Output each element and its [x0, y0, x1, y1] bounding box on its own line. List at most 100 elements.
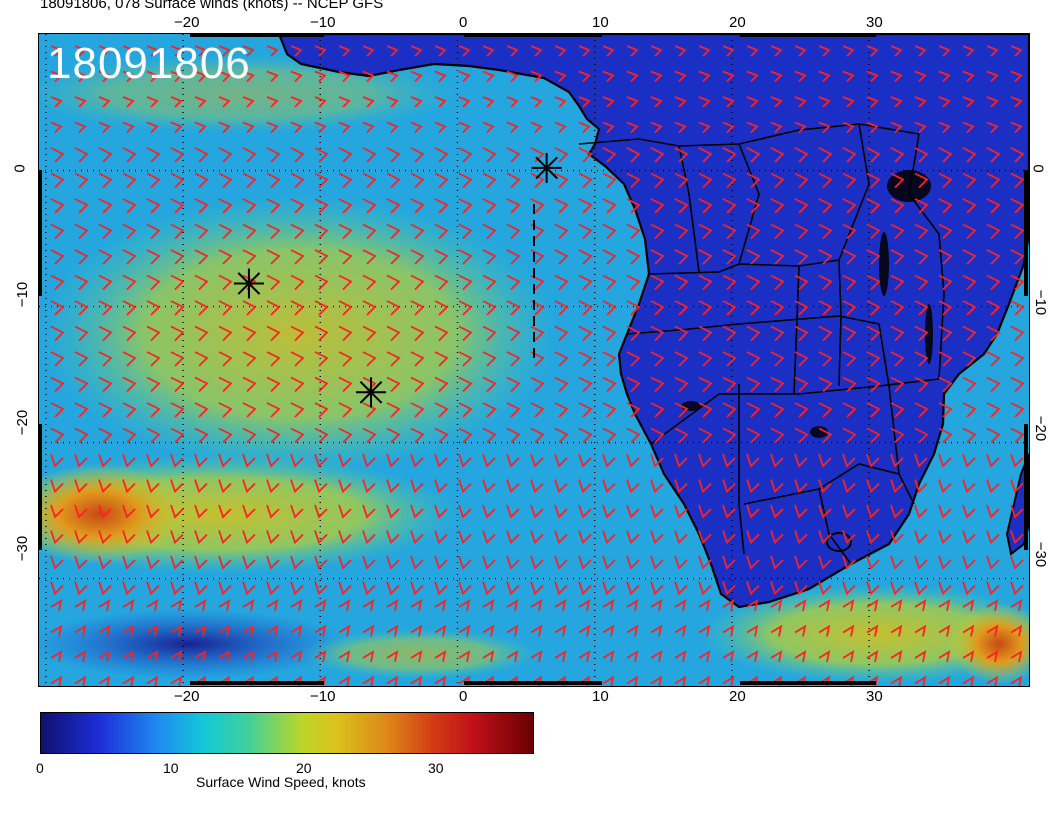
wind-barb — [314, 479, 328, 494]
left-axis-segment — [38, 170, 42, 296]
wind-barb — [338, 351, 353, 367]
wind-barb — [818, 147, 833, 163]
wind-barb — [482, 121, 495, 134]
wind-barb — [674, 650, 687, 663]
wind-barb — [386, 96, 399, 108]
wind-barb — [434, 453, 448, 468]
wind-barb — [266, 504, 280, 519]
wind-barb — [362, 504, 376, 519]
wind-barb — [530, 45, 543, 57]
wind-barb — [122, 376, 137, 393]
wind-barb — [386, 599, 399, 612]
wind-barbs — [50, 45, 1025, 686]
colorbar-tick: 20 — [296, 760, 312, 776]
colorbar-tick: 10 — [163, 760, 179, 776]
wind-barb — [962, 376, 977, 393]
wind-barb — [50, 172, 65, 189]
wind-barb — [362, 223, 377, 240]
wind-barb — [386, 223, 401, 240]
wind-barb — [890, 351, 905, 367]
wind-barb — [410, 96, 423, 108]
wind-barb — [194, 376, 209, 393]
lon-tick-top: 20 — [729, 14, 746, 31]
wind-barb — [50, 675, 63, 686]
wind-barb — [554, 172, 569, 189]
wind-barb — [362, 325, 377, 342]
lat-tick-left: −10 — [14, 281, 32, 308]
wind-barb — [122, 675, 135, 686]
wind-barb — [890, 121, 903, 134]
wind-barb — [746, 453, 760, 468]
wind-barb — [50, 274, 65, 291]
wind-barb — [434, 147, 449, 163]
wind-barb — [98, 70, 111, 83]
wind-barb — [146, 274, 161, 291]
wind-barb — [746, 325, 761, 342]
wind-barb — [986, 402, 1001, 418]
wind-barb — [938, 274, 953, 291]
wind-barb — [602, 555, 616, 570]
wind-barb — [602, 453, 616, 468]
wind-barb — [482, 147, 497, 163]
wind-barb — [218, 300, 233, 316]
wind-barb — [962, 325, 977, 342]
wind-barb — [50, 530, 64, 545]
wind-barb — [746, 504, 760, 519]
wind-barb — [242, 249, 257, 265]
wind-barb — [602, 325, 617, 342]
wind-barb — [842, 650, 855, 663]
wind-barb — [674, 530, 688, 545]
wind-barb — [506, 479, 520, 494]
wind-barb — [410, 453, 424, 468]
wind-barb — [626, 351, 641, 367]
wind-barb — [602, 96, 615, 108]
wind-barb — [434, 650, 447, 663]
wind-barb — [170, 274, 185, 291]
wind-barb — [122, 274, 137, 291]
wind-barb — [818, 599, 831, 612]
wind-barb — [626, 581, 640, 596]
wind-barb — [722, 453, 736, 468]
wind-barb — [386, 172, 401, 189]
wind-barb — [650, 453, 664, 468]
okavango-lake — [681, 401, 701, 411]
wind-barb — [962, 70, 975, 83]
wind-barb — [386, 479, 400, 494]
wind-barb — [698, 70, 711, 83]
wind-barb — [674, 198, 689, 214]
wind-barb — [122, 555, 136, 570]
lake-malawi — [925, 304, 933, 364]
wind-barb — [938, 581, 952, 596]
wind-barb — [1010, 402, 1025, 418]
wind-barb — [986, 325, 1001, 342]
wind-barb — [938, 300, 953, 316]
wind-barb — [314, 198, 329, 214]
wind-barb — [218, 479, 232, 494]
wind-barb — [146, 479, 160, 494]
wind-barb — [314, 96, 327, 108]
wind-barb — [290, 351, 305, 367]
wind-barb — [818, 555, 832, 570]
wind-barb — [770, 599, 783, 612]
wind-barb — [338, 300, 353, 316]
wind-barb — [386, 198, 401, 214]
wind-barb — [842, 147, 857, 163]
wind-barb — [650, 147, 665, 163]
wind-barb — [98, 376, 113, 393]
wind-barb — [434, 504, 448, 519]
map-canvas — [39, 34, 1029, 686]
wind-barb — [458, 96, 471, 108]
wind-barb — [386, 650, 399, 663]
wind-barb — [482, 530, 496, 545]
wind-barb — [218, 555, 232, 570]
wind-barb — [578, 504, 592, 519]
wind-barb — [242, 198, 257, 214]
wind-barb — [962, 274, 977, 291]
wind-barb — [74, 147, 89, 163]
wind-barb — [1010, 530, 1024, 545]
wind-barb — [482, 624, 495, 637]
wind-barb — [242, 599, 255, 612]
wind-barb — [866, 70, 879, 83]
wind-barb — [386, 274, 401, 291]
wind-barb — [818, 504, 832, 519]
